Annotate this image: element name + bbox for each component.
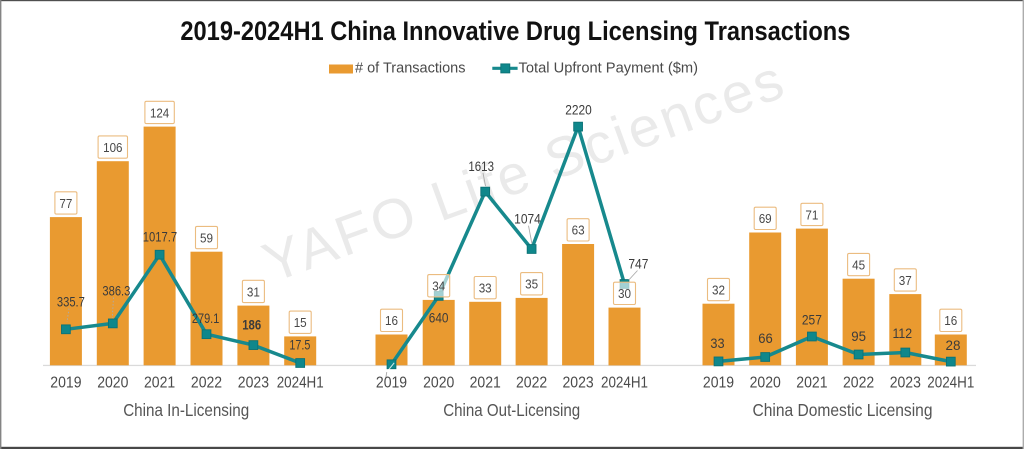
svg-text:124: 124	[150, 105, 169, 120]
svg-text:2021: 2021	[144, 375, 175, 392]
svg-text:640: 640	[429, 311, 449, 326]
svg-text:30: 30	[618, 286, 631, 301]
svg-text:Total Upfront Payment ($m): Total Upfront Payment ($m)	[519, 59, 699, 76]
svg-text:15: 15	[294, 315, 307, 330]
svg-text:China Out-Licensing: China Out-Licensing	[443, 400, 580, 420]
svg-text:2019: 2019	[50, 375, 81, 392]
svg-text:37: 37	[899, 273, 912, 288]
svg-text:95: 95	[851, 329, 866, 344]
svg-text:2023: 2023	[890, 375, 921, 392]
svg-text:1074: 1074	[514, 212, 541, 227]
svg-text:2019-2024H1 China Innovative D: 2019-2024H1 China Innovative Drug Licens…	[180, 16, 850, 46]
svg-text:2020: 2020	[423, 375, 454, 392]
svg-text:112: 112	[892, 326, 912, 341]
svg-text:59: 59	[200, 230, 213, 245]
svg-text:2019: 2019	[376, 375, 407, 392]
svg-text:63: 63	[572, 223, 585, 238]
svg-text:386.3: 386.3	[102, 283, 130, 298]
svg-text:33: 33	[479, 281, 492, 296]
svg-text:106: 106	[103, 140, 122, 155]
svg-text:45: 45	[852, 257, 865, 272]
svg-text:2024H1: 2024H1	[601, 375, 648, 392]
svg-text:16: 16	[944, 313, 957, 328]
svg-text:186: 186	[242, 317, 261, 332]
svg-text:257: 257	[802, 313, 822, 328]
svg-text:2022: 2022	[516, 375, 547, 392]
svg-text:2021: 2021	[470, 375, 501, 392]
svg-text:77: 77	[59, 196, 72, 211]
svg-text:1017.7: 1017.7	[143, 230, 177, 245]
svg-text:71: 71	[805, 207, 818, 222]
svg-text:2024H1: 2024H1	[277, 375, 324, 392]
svg-text:31: 31	[247, 284, 260, 299]
svg-text:35: 35	[525, 277, 538, 292]
svg-text:1613: 1613	[468, 159, 494, 174]
svg-text:16: 16	[385, 313, 398, 328]
svg-text:69: 69	[759, 211, 772, 226]
svg-text:2023: 2023	[238, 375, 269, 392]
svg-text:32: 32	[712, 282, 725, 297]
svg-text:279.1: 279.1	[192, 311, 220, 326]
svg-text:2024H1: 2024H1	[927, 375, 974, 392]
svg-text:747: 747	[628, 257, 648, 272]
svg-text:2022: 2022	[843, 375, 874, 392]
svg-text:China Domestic Licensing: China Domestic Licensing	[753, 400, 933, 420]
svg-text:33: 33	[710, 336, 724, 351]
svg-text:34: 34	[432, 279, 445, 294]
svg-text:2020: 2020	[750, 375, 781, 392]
svg-text:2020: 2020	[97, 375, 128, 392]
svg-text:335.7: 335.7	[57, 294, 85, 309]
svg-text:2220: 2220	[565, 102, 592, 117]
svg-text:2023: 2023	[563, 375, 594, 392]
svg-text:China In-Licensing: China In-Licensing	[123, 400, 249, 420]
svg-text:# of Transactions: # of Transactions	[355, 59, 466, 76]
svg-text:28: 28	[946, 338, 961, 353]
svg-text:17.5: 17.5	[289, 338, 310, 353]
svg-text:66: 66	[758, 331, 773, 346]
svg-text:2022: 2022	[191, 375, 222, 392]
svg-text:2019: 2019	[703, 375, 734, 392]
svg-text:2021: 2021	[796, 375, 827, 392]
